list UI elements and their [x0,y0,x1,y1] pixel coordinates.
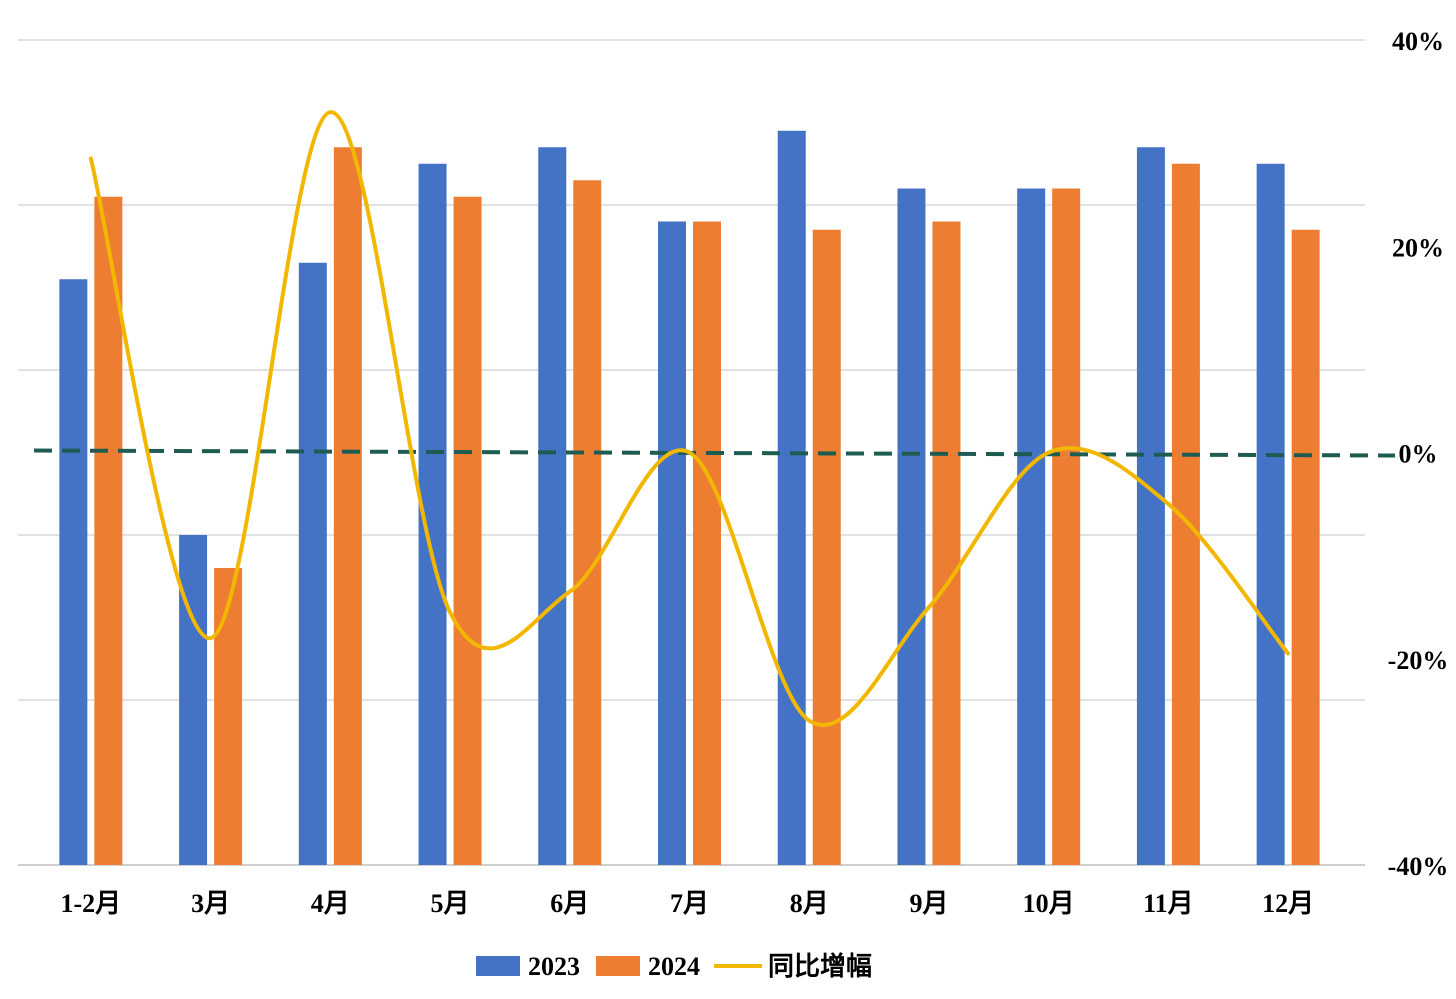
legend-swatch-2023 [476,956,520,976]
bar-2024-3 [333,147,362,865]
bar-2023-5 [538,147,567,865]
legend-label: 同比增幅 [768,951,872,981]
bar-2023-9 [1017,188,1046,865]
bar-2023-6 [658,221,686,865]
right-axis-tick-label: -20% [1388,646,1449,675]
bar-2024-11 [1291,229,1320,865]
legend: 2023 2024 同比增幅 [476,951,872,981]
x-tick-label: 9月 [909,889,948,918]
x-tick-label: 11月 [1143,889,1194,918]
x-axis-labels: 1-2月 3月 4月 5月 6月 7月 8月 9月 10月 11月 12月 [61,889,1315,918]
right-axis-tick-label: -40% [1388,852,1449,881]
legend-label: 2023 [528,952,580,981]
line-series [88,110,1291,727]
legend-label: 2024 [648,952,700,981]
bar-2024-2 [214,568,243,865]
bar-series [59,130,1320,865]
x-tick-label: 12月 [1262,889,1314,918]
bar-2023-1 [59,279,88,865]
bar-2024-5 [573,180,602,865]
line-同比增幅 [88,110,1291,727]
bar-2024-9 [1052,188,1081,865]
right-axis-labels: 40% 20% 0% -20% -40% [1388,27,1449,881]
x-tick-label: 4月 [311,889,350,918]
x-tick-label: 5月 [431,889,470,918]
bar-2023-10 [1136,147,1165,865]
bar-2023-11 [1256,163,1285,865]
x-tick-label: 8月 [790,889,829,918]
bar-2023-8 [897,188,926,865]
x-tick-label: 1-2月 [61,889,122,918]
x-tick-label: 10月 [1023,889,1075,918]
x-tick-label: 3月 [191,889,230,918]
bar-2024-10 [1171,163,1200,865]
right-axis-tick-label: 0% [1399,440,1438,469]
zero-reference-line [33,448,1396,458]
bar-2024-8 [932,221,961,865]
bar-2023-2 [179,535,208,865]
legend-swatch-2024 [596,956,640,976]
x-tick-label: 6月 [550,889,589,918]
bar-2023-7 [777,130,806,865]
bar-2024-4 [453,196,482,865]
bar-2024-7 [812,229,841,865]
bar-2024-6 [693,221,721,865]
x-tick-label: 7月 [670,889,709,918]
right-axis-tick-label: 40% [1392,27,1444,56]
right-axis-tick-label: 20% [1392,233,1444,262]
reference-line-layer [33,448,1396,458]
bar-2023-3 [298,262,327,865]
